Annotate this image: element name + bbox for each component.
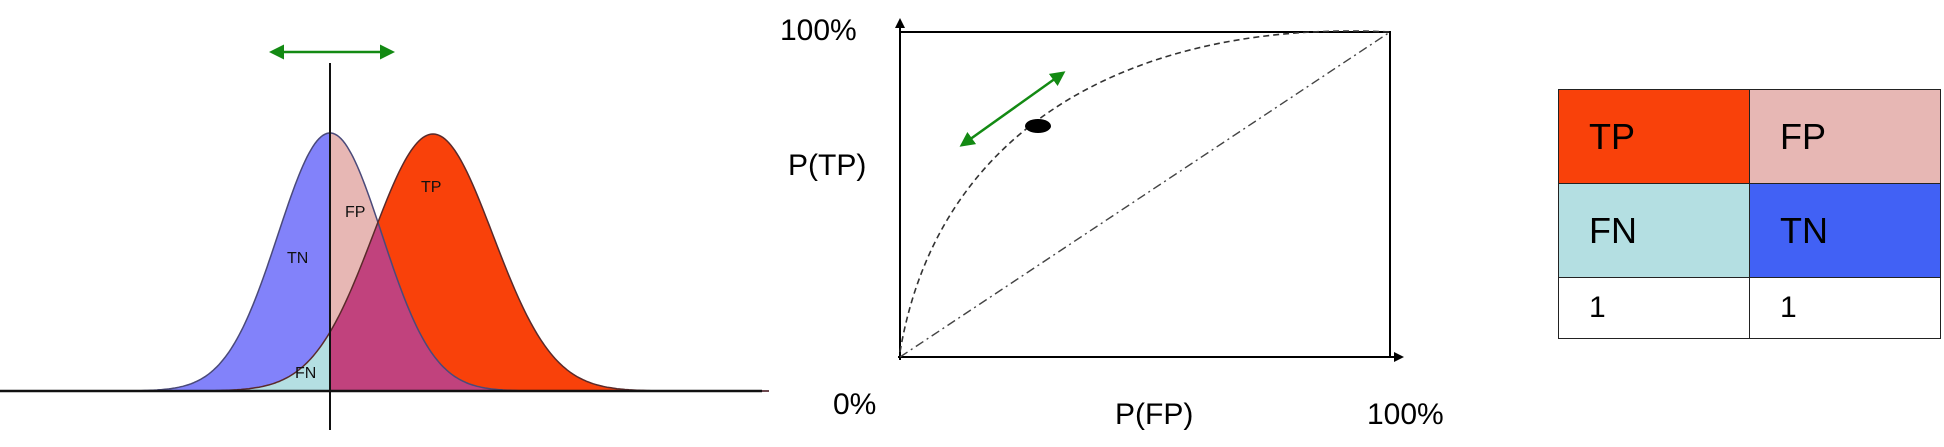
tp-cell: TP bbox=[1558, 89, 1750, 184]
roc-curve bbox=[899, 30, 1391, 353]
tp-label: TP bbox=[421, 179, 441, 196]
operating-point-shift-arrow bbox=[959, 71, 1066, 147]
fn-cell: FN bbox=[1558, 183, 1750, 278]
operating-point[interactable] bbox=[1025, 119, 1051, 133]
count-cell: 1 bbox=[1749, 277, 1941, 339]
y-axis-label: P(TP) bbox=[788, 149, 866, 182]
origin-label: 0% bbox=[833, 388, 876, 421]
roc-plot: 100% P(TP) 0% P(FP) 100% bbox=[780, 14, 1444, 431]
table-row: TP FP bbox=[1558, 89, 1941, 184]
tn-cell: TN bbox=[1749, 183, 1941, 278]
x-axis-label: P(FP) bbox=[1115, 398, 1193, 431]
x-max-label: 100% bbox=[1367, 398, 1444, 431]
table-row: FN TN bbox=[1558, 183, 1941, 278]
tn-region bbox=[115, 133, 330, 391]
overlap-region bbox=[330, 222, 770, 391]
chance-diagonal bbox=[899, 31, 1391, 358]
fp-label: FP bbox=[345, 204, 365, 221]
distribution-plot: TN FP TP FN bbox=[0, 44, 770, 430]
fn-region bbox=[115, 332, 330, 391]
count-cell: 1 bbox=[1558, 277, 1750, 339]
table-row: 1 1 bbox=[1558, 277, 1941, 339]
confusion-table: TP FP FN TN 1 1 bbox=[1558, 89, 1941, 339]
tp-region bbox=[330, 134, 770, 391]
tn-label: TN bbox=[287, 250, 308, 267]
y-max-label: 100% bbox=[780, 14, 857, 47]
fp-cell: FP bbox=[1749, 89, 1941, 184]
fn-label: FN bbox=[295, 365, 316, 382]
